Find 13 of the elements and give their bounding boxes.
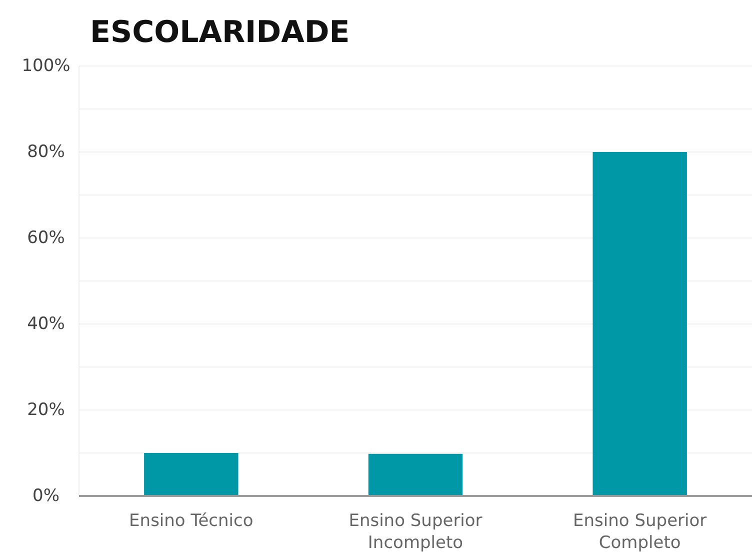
y-tick-label: 60% (27, 228, 65, 248)
chart-title: ESCOLARIDADE (90, 15, 350, 50)
x-tick-label: Ensino Superior Completo (573, 511, 707, 552)
y-tick-label: 0% (32, 486, 60, 506)
x-tick-label: Ensino Superior Incompleto (348, 511, 482, 552)
y-tick-label: 100% (22, 56, 70, 76)
y-tick-label: 80% (27, 142, 65, 162)
x-tick-label: Ensino Técnico (129, 511, 254, 531)
y-tick-label: 40% (27, 314, 65, 334)
bar (592, 152, 687, 496)
bar (368, 454, 463, 496)
y-tick-label: 20% (27, 400, 65, 420)
bar (144, 453, 238, 496)
